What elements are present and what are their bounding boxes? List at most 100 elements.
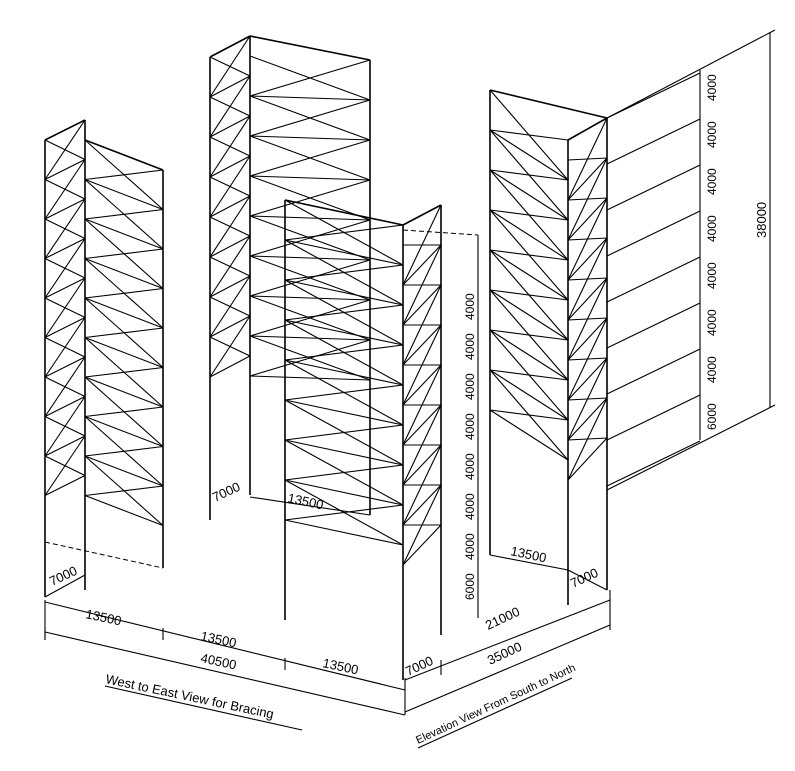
dim-40500: 40500 [199, 650, 237, 672]
east-beam-long [567, 317, 608, 361]
back-brace [249, 99, 371, 137]
back-brace [209, 195, 251, 258]
center-brace [402, 204, 442, 286]
west-tower-frame [44, 119, 164, 597]
west-beam-long [84, 336, 164, 369]
west-beam-short [44, 159, 86, 180]
east-brace [567, 237, 608, 321]
center-level-label: 4000 [463, 333, 477, 360]
east-beam-long [567, 357, 608, 401]
east-brace [567, 157, 608, 241]
east-elevation-dimension-lines [606, 29, 776, 491]
center-level-label: 4000 [463, 453, 477, 480]
west-brace [84, 248, 164, 260]
east-beam-long [567, 237, 608, 281]
east-beam-long [567, 437, 608, 481]
back-brace [209, 235, 251, 298]
east-level-tick [606, 394, 701, 441]
plan-dimension-lines [44, 496, 611, 749]
east-level-tick [606, 302, 701, 349]
back-tower-bracing [209, 35, 371, 381]
center-beam-long [402, 444, 442, 486]
center-beam-short [284, 359, 404, 386]
back-beam-long [249, 135, 371, 141]
east-level-tick [606, 256, 701, 303]
east-brace [489, 209, 569, 221]
east-brace [489, 289, 569, 301]
east-level-label: 4000 [705, 356, 719, 383]
dim-13500-east: 13500 [509, 543, 547, 565]
west-beam-long [84, 494, 164, 527]
west-beam-long [84, 297, 164, 329]
back-brace [249, 139, 371, 177]
east-brace [489, 409, 569, 421]
back-brace [249, 339, 371, 377]
center-brace [402, 324, 442, 406]
center-beam-short [284, 319, 404, 346]
center-brace [402, 404, 442, 486]
west-beam-short [44, 435, 86, 457]
east-beam-short [489, 129, 569, 181]
center-beam-long [402, 364, 442, 406]
back-beam-short [209, 315, 251, 338]
east-level-tick [606, 210, 701, 257]
east-level-labels: 6000 4000 4000 4000 4000 4000 4000 4000 [705, 74, 719, 430]
center-level-label: 4000 [463, 413, 477, 440]
center-beam-short [284, 439, 404, 466]
dim-21000: 21000 [483, 604, 522, 633]
dim-7000-center: 7000 [210, 479, 243, 505]
west-brace [44, 238, 86, 299]
east-level-tick [606, 164, 701, 211]
back-beam-short [209, 115, 251, 138]
back-brace [209, 155, 251, 218]
west-beam-long [84, 376, 164, 408]
back-brace [209, 315, 251, 378]
center-brace [284, 224, 404, 241]
back-beam-long [249, 255, 371, 261]
west-beam-short [44, 238, 86, 259]
center-level-label: 4000 [463, 373, 477, 400]
center-beam-long [402, 484, 442, 526]
center-beam-short [284, 399, 404, 426]
center-brace [402, 284, 442, 366]
west-beam-long [84, 455, 164, 487]
dim-13500-west: 13500 [84, 606, 122, 628]
back-beam-short [209, 275, 251, 298]
center-brace [284, 504, 404, 521]
east-brace [567, 397, 608, 481]
dim-13500-center: 13500 [286, 490, 324, 512]
west-brace [44, 435, 86, 496]
dim-7000-east: 7000 [568, 565, 601, 591]
east-beam-short [489, 169, 569, 221]
west-brace [44, 198, 86, 259]
west-beam-short [44, 396, 86, 417]
center-brace [402, 444, 442, 526]
west-brace [84, 406, 164, 418]
east-beam-long [567, 397, 608, 441]
east-beam-short [489, 329, 569, 381]
west-beam-short [44, 277, 86, 299]
east-brace [489, 249, 569, 261]
east-level-tick [606, 118, 701, 165]
east-level-label: 6000 [705, 403, 719, 430]
center-beam-short [284, 239, 404, 266]
center-brace [284, 464, 404, 481]
east-level-tick [606, 348, 701, 395]
west-brace [84, 366, 164, 378]
west-brace [84, 327, 164, 339]
center-brace [284, 264, 404, 281]
west-beam-short [44, 317, 86, 338]
center-tower-frame [284, 199, 442, 680]
back-brace [249, 59, 371, 97]
center-level-labels: 6000 4000 4000 4000 4000 4000 4000 4000 [463, 293, 477, 600]
west-brace [84, 287, 164, 299]
back-brace [249, 219, 371, 257]
back-beam-long [249, 175, 371, 181]
west-brace [44, 396, 86, 457]
west-brace [84, 208, 164, 220]
center-beam-short [284, 519, 404, 546]
back-brace [249, 259, 371, 297]
east-level-label: 4000 [705, 168, 719, 195]
east-brace [489, 329, 569, 341]
